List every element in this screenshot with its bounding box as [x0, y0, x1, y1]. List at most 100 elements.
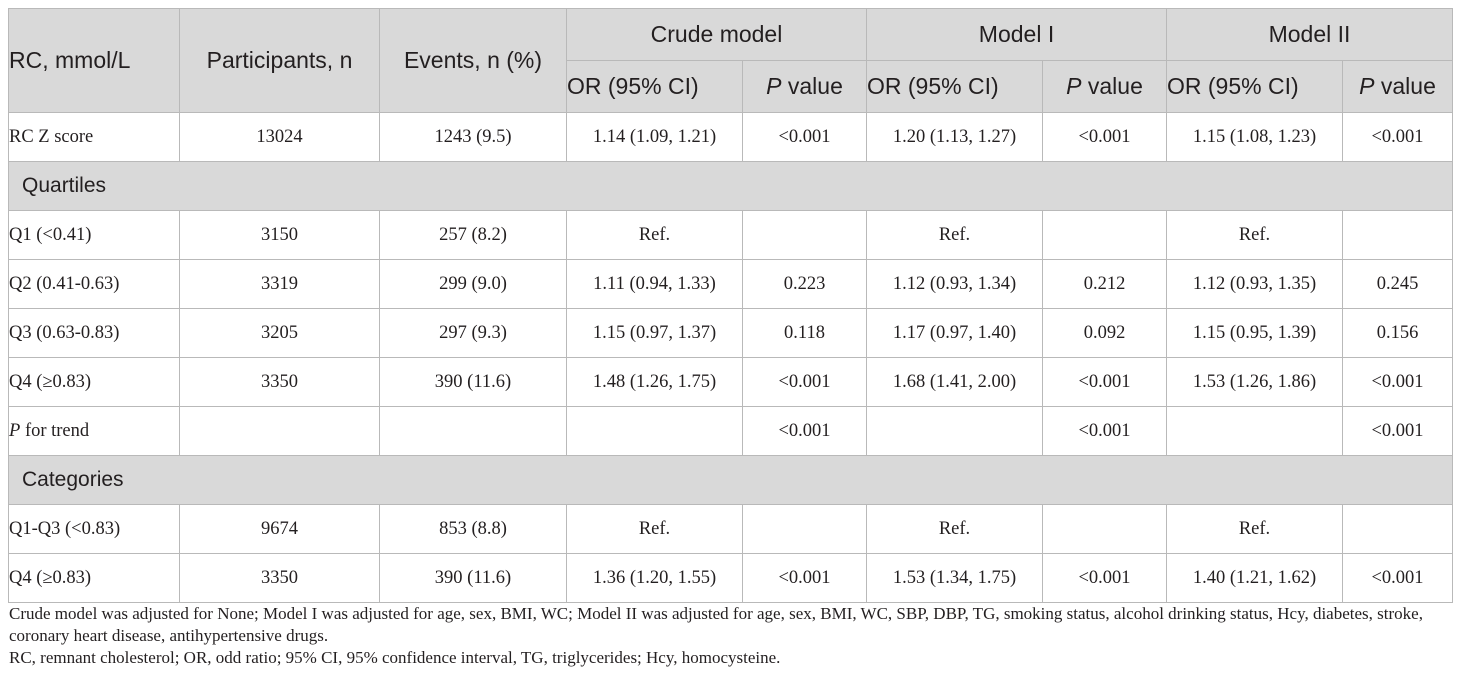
crude-p-cell: <0.001 [742, 406, 867, 456]
model-2-p-cell: <0.001 [1341, 553, 1454, 603]
participants-cell: 13024 [179, 112, 380, 162]
row-label: Q4 (≥0.83) [8, 357, 180, 407]
participants-cell [179, 406, 380, 456]
model-1-p-cell: <0.001 [1042, 112, 1167, 162]
table-row: RC Z score 13024 1243 (9.5) 1.14 (1.09, … [8, 112, 1454, 162]
model-1-or-cell: 1.20 (1.13, 1.27) [866, 112, 1043, 162]
row-label: RC Z score [8, 112, 180, 162]
events-cell [379, 406, 567, 456]
events-cell: 853 (8.8) [379, 504, 567, 554]
model-2-p-cell: <0.001 [1341, 112, 1454, 162]
crude-or-cell: 1.48 (1.26, 1.75) [566, 357, 743, 407]
table-row: Q4 (≥0.83) 3350 390 (11.6) 1.36 (1.20, 1… [8, 553, 1454, 603]
header-or-model-1: OR (95% CI) [866, 60, 1043, 113]
crude-or-cell: 1.15 (0.97, 1.37) [566, 308, 743, 358]
model-2-or-cell: Ref. [1166, 504, 1343, 554]
table-header: RC, mmol/L Participants, n Events, n (%)… [8, 8, 1454, 113]
events-cell: 297 (9.3) [379, 308, 567, 358]
row-label: Q3 (0.63-0.83) [8, 308, 180, 358]
events-cell: 390 (11.6) [379, 357, 567, 407]
model-2-or-cell: 1.15 (0.95, 1.39) [1166, 308, 1343, 358]
model-1-p-cell [1042, 210, 1167, 260]
model-2-or-cell: 1.40 (1.21, 1.62) [1166, 553, 1343, 603]
model-2-p-cell: <0.001 [1341, 357, 1454, 407]
events-cell: 257 (8.2) [379, 210, 567, 260]
model-2-p-cell [1341, 210, 1454, 260]
events-cell: 299 (9.0) [379, 259, 567, 309]
crude-p-cell: <0.001 [742, 112, 867, 162]
model-2-p-cell [1341, 504, 1454, 554]
crude-or-cell: Ref. [566, 210, 743, 260]
header-participants: Participants, n [179, 8, 380, 113]
model-1-p-cell: <0.001 [1042, 357, 1167, 407]
model-2-or-cell: 1.12 (0.93, 1.35) [1166, 259, 1343, 309]
header-crude-model: Crude model [566, 8, 867, 61]
row-label: Q4 (≥0.83) [8, 553, 180, 603]
model-1-p-cell: <0.001 [1042, 553, 1167, 603]
participants-cell: 3350 [179, 553, 380, 603]
model-1-p-cell: <0.001 [1042, 406, 1167, 456]
crude-p-cell [742, 210, 867, 260]
participants-cell: 3350 [179, 357, 380, 407]
model-1-p-cell: 0.092 [1042, 308, 1167, 358]
crude-or-cell: Ref. [566, 504, 743, 554]
crude-or-cell: 1.11 (0.94, 1.33) [566, 259, 743, 309]
header-events: Events, n (%) [379, 8, 567, 113]
participants-cell: 3205 [179, 308, 380, 358]
events-cell: 390 (11.6) [379, 553, 567, 603]
table-row: Q3 (0.63-0.83) 3205 297 (9.3) 1.15 (0.97… [8, 308, 1454, 358]
row-label: Q1 (<0.41) [8, 210, 180, 260]
crude-or-cell [566, 406, 743, 456]
model-2-p-cell: 0.245 [1341, 259, 1454, 309]
row-label: Q2 (0.41-0.63) [8, 259, 180, 309]
table-row-p-trend: P for trend <0.001 <0.001 <0.001 [8, 406, 1454, 456]
participants-cell: 3150 [179, 210, 380, 260]
model-1-or-cell: Ref. [866, 210, 1043, 260]
header-model-2: Model II [1165, 8, 1454, 61]
crude-p-cell: <0.001 [742, 553, 867, 603]
model-2-p-cell: 0.156 [1341, 308, 1454, 358]
table-footnotes: Crude model was adjusted for None; Model… [9, 603, 1455, 669]
table-row: Q1-Q3 (<0.83) 9674 853 (8.8) Ref. Ref. R… [8, 504, 1454, 554]
model-1-or-cell: 1.17 (0.97, 1.40) [866, 308, 1043, 358]
model-2-p-cell: <0.001 [1341, 406, 1454, 456]
model-2-or-cell [1166, 406, 1343, 456]
header-rc: RC, mmol/L [8, 8, 180, 113]
model-1-or-cell: 1.53 (1.34, 1.75) [866, 553, 1043, 603]
header-p-model-2: P value [1341, 60, 1454, 113]
model-2-or-cell: Ref. [1166, 210, 1343, 260]
section-label: Quartiles [7, 161, 1454, 211]
table-row: Q4 (≥0.83) 3350 390 (11.6) 1.48 (1.26, 1… [8, 357, 1454, 407]
crude-p-cell [742, 504, 867, 554]
footnote-abbreviations: RC, remnant cholesterol; OR, odd ratio; … [9, 648, 781, 667]
events-cell: 1243 (9.5) [379, 112, 567, 162]
participants-cell: 3319 [179, 259, 380, 309]
header-or-crude: OR (95% CI) [566, 60, 743, 113]
table-row: Q1 (<0.41) 3150 257 (8.2) Ref. Ref. Ref. [8, 210, 1454, 260]
footnote-adjustment: Crude model was adjusted for None; Model… [9, 604, 1423, 645]
model-1-or-cell: 1.12 (0.93, 1.34) [866, 259, 1043, 309]
table-body: RC Z score 13024 1243 (9.5) 1.14 (1.09, … [7, 112, 1454, 603]
model-1-or-cell: Ref. [866, 504, 1043, 554]
row-label: P for trend [8, 406, 180, 456]
participants-cell: 9674 [179, 504, 380, 554]
model-1-p-cell: 0.212 [1042, 259, 1167, 309]
crude-p-cell: <0.001 [742, 357, 867, 407]
crude-or-cell: 1.36 (1.20, 1.55) [566, 553, 743, 603]
model-2-or-cell: 1.53 (1.26, 1.86) [1166, 357, 1343, 407]
header-p-crude: P value [742, 60, 867, 113]
header-p-model-1: P value [1042, 60, 1167, 113]
header-or-model-2: OR (95% CI) [1166, 60, 1343, 113]
section-label: Categories [7, 455, 1454, 505]
crude-p-cell: 0.223 [742, 259, 867, 309]
section-row-quartiles: Quartiles [7, 161, 1454, 211]
header-model-1: Model I [866, 8, 1167, 61]
table-row: Q2 (0.41-0.63) 3319 299 (9.0) 1.11 (0.94… [8, 259, 1454, 309]
results-table: RC, mmol/L Participants, n Events, n (%)… [7, 8, 1454, 603]
model-1-p-cell [1042, 504, 1167, 554]
crude-or-cell: 1.14 (1.09, 1.21) [566, 112, 743, 162]
model-1-or-cell: 1.68 (1.41, 2.00) [866, 357, 1043, 407]
section-row-categories: Categories [7, 455, 1454, 505]
model-1-or-cell [866, 406, 1043, 456]
row-label: Q1-Q3 (<0.83) [8, 504, 180, 554]
